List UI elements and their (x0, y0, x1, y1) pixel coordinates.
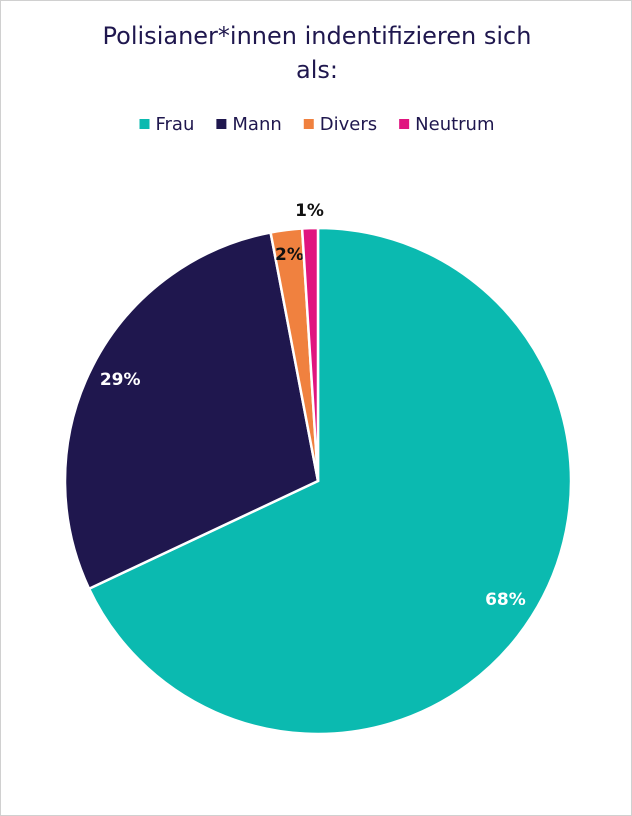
pie-slice (63, 231, 320, 591)
legend-label: Frau (155, 114, 194, 135)
legend-swatch (399, 119, 410, 129)
data-label: 68% (485, 590, 526, 610)
data-label: 2% (275, 245, 304, 265)
pie-slice (300, 226, 320, 482)
legend-label: Divers (320, 114, 377, 135)
data-label: 1% (295, 201, 324, 221)
legend: Frau Mann Divers Neutrum (139, 114, 495, 135)
legend-swatch (139, 119, 150, 129)
chart-title: Polisianer*innen indentifizieren sich als… (103, 22, 532, 84)
legend-swatch (216, 119, 227, 129)
data-label: 29% (100, 370, 141, 390)
legend-label: Neutrum (415, 114, 494, 135)
pie-slice (87, 226, 573, 736)
legend-swatch (303, 119, 314, 129)
legend-label: Mann (232, 114, 281, 135)
